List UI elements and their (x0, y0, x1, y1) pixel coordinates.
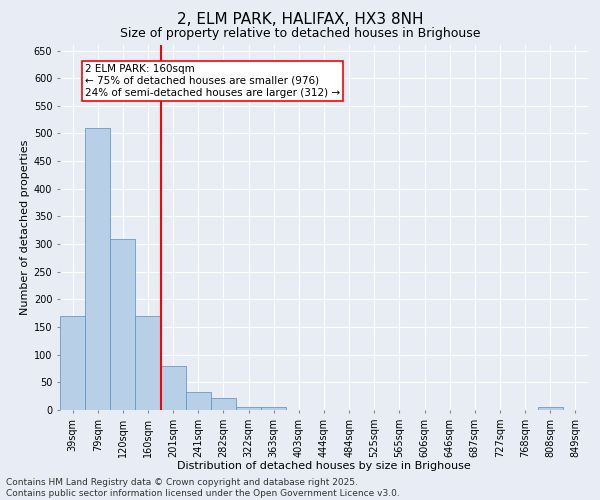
Bar (236, 407, 261, 410)
Y-axis label: Number of detached properties: Number of detached properties (20, 140, 29, 315)
Bar (110, 238, 136, 410)
Text: 2, ELM PARK, HALIFAX, HX3 8NH: 2, ELM PARK, HALIFAX, HX3 8NH (177, 12, 423, 28)
Bar (161, 366, 186, 410)
X-axis label: Distribution of detached houses by size in Brighouse: Distribution of detached houses by size … (177, 462, 471, 471)
Bar (211, 398, 236, 410)
Text: Contains HM Land Registry data © Crown copyright and database right 2025.
Contai: Contains HM Land Registry data © Crown c… (6, 478, 400, 498)
Bar (261, 407, 286, 410)
Bar (538, 407, 563, 410)
Text: Size of property relative to detached houses in Brighouse: Size of property relative to detached ho… (120, 28, 480, 40)
Bar (136, 316, 161, 410)
Text: 2 ELM PARK: 160sqm
← 75% of detached houses are smaller (976)
24% of semi-detach: 2 ELM PARK: 160sqm ← 75% of detached hou… (85, 64, 340, 98)
Bar (60, 316, 85, 410)
Bar (186, 392, 211, 410)
Bar (85, 128, 110, 410)
